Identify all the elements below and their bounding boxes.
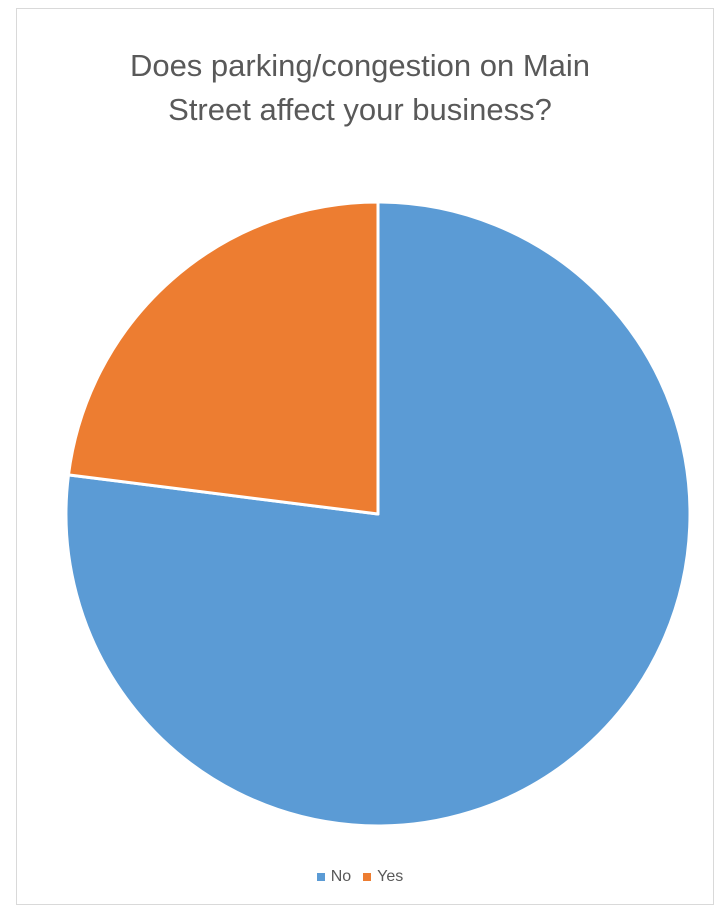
legend: No Yes <box>0 868 720 886</box>
legend-entry-no: No <box>316 868 352 886</box>
pie-slice-no <box>64 200 692 828</box>
chart-title: Does parking/congestion on Main Street a… <box>0 44 720 132</box>
legend-label-yes: Yes <box>377 868 404 885</box>
chart-title-line-2: Street affect your business? <box>168 92 552 127</box>
legend-label-no: No <box>330 868 352 885</box>
pie-slices <box>64 200 692 828</box>
legend-swatch-no <box>316 873 325 881</box>
legend-entry-yes: Yes <box>363 868 403 886</box>
chart-title-line-1: Does parking/congestion on Main <box>129 48 591 83</box>
legend-swatch-yes <box>363 873 372 881</box>
pie-slice-yes <box>66 200 380 516</box>
